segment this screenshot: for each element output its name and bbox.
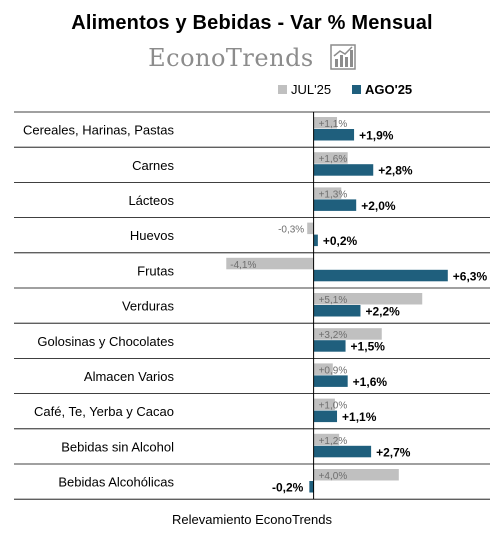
bar-ago [313, 305, 361, 317]
data-label-jul: -4,1% [230, 260, 256, 271]
bar-jul [313, 328, 382, 340]
legend-label-jul: JUL'25 [291, 82, 331, 97]
brand-name: EconoTrends [148, 44, 314, 72]
data-label-ago: +2,2% [365, 305, 400, 319]
data-label-jul: +0,9% [319, 365, 348, 376]
data-label-ago: +2,8% [378, 164, 413, 178]
legend-swatch-jul [278, 85, 287, 94]
bar-ago [313, 199, 357, 211]
data-label-jul: +1,2% [319, 436, 348, 447]
data-label-jul: +1,3% [319, 189, 348, 200]
data-label-ago: +1,6% [353, 375, 388, 389]
category-label: Golosinas y Chocolates [37, 334, 174, 349]
chart-title: Alimentos y Bebidas - Var % Mensual [71, 12, 433, 34]
data-label-ago: +6,3% [453, 269, 488, 283]
bar-ago [313, 340, 346, 352]
data-label-jul: +1,1% [319, 119, 348, 130]
category-label: Cereales, Harinas, Pastas [23, 123, 175, 138]
bar-jul [226, 257, 314, 270]
data-label-jul: +3,2% [319, 330, 348, 341]
category-label: Bebidas Alcohólicas [58, 475, 174, 490]
bar-jul [307, 222, 314, 235]
bar-ago [313, 269, 448, 282]
data-label-ago: +0,2% [323, 234, 358, 248]
bar-ago [313, 445, 372, 458]
category-label: Verduras [122, 299, 175, 314]
data-label-ago: +2,0% [361, 199, 396, 213]
data-label-jul: +1,0% [319, 401, 348, 412]
legend-swatch-ago [352, 85, 361, 94]
data-label-ago: +1,5% [351, 340, 386, 354]
bar-ago [313, 375, 348, 387]
bar-chart-logo-icon [330, 44, 356, 70]
bar-ago [313, 164, 374, 176]
data-label-jul: +1,6% [319, 154, 348, 165]
bar-jul [313, 433, 340, 446]
category-label: Carnes [132, 158, 174, 173]
data-label-ago: -0,2% [272, 481, 304, 495]
data-label-jul: +4,0% [319, 471, 348, 482]
data-label-ago: +1,9% [359, 129, 394, 143]
bar-jul [313, 117, 338, 129]
category-label: Almacen Varios [84, 369, 175, 384]
data-label-jul: +5,1% [319, 295, 348, 306]
bar-jul [313, 469, 399, 481]
bar-jul [313, 363, 333, 375]
category-label: Frutas [137, 263, 174, 278]
category-label: Café, Te, Yerba y Cacao [34, 404, 174, 419]
bar-ago [309, 481, 314, 493]
category-label: Bebidas sin Alcohol [61, 439, 174, 454]
bar-ago [313, 129, 355, 141]
brand-logo-text: EconoTrends [0, 44, 504, 72]
bar-jul [313, 293, 423, 305]
chart-footer-source: Relevamiento EconoTrends [172, 512, 332, 527]
data-label-jul: -0,3% [278, 225, 304, 236]
bar-jul [313, 152, 348, 164]
legend-label-ago: AGO'25 [365, 82, 412, 97]
data-label-ago: +1,1% [342, 410, 377, 424]
category-label: Huevos [130, 228, 175, 243]
bar-jul [313, 398, 335, 411]
category-label: Lácteos [128, 193, 174, 208]
bar-ago [313, 410, 338, 423]
data-label-ago: +2,7% [376, 445, 411, 459]
bar-jul [313, 187, 342, 199]
bar-ago [313, 234, 318, 247]
